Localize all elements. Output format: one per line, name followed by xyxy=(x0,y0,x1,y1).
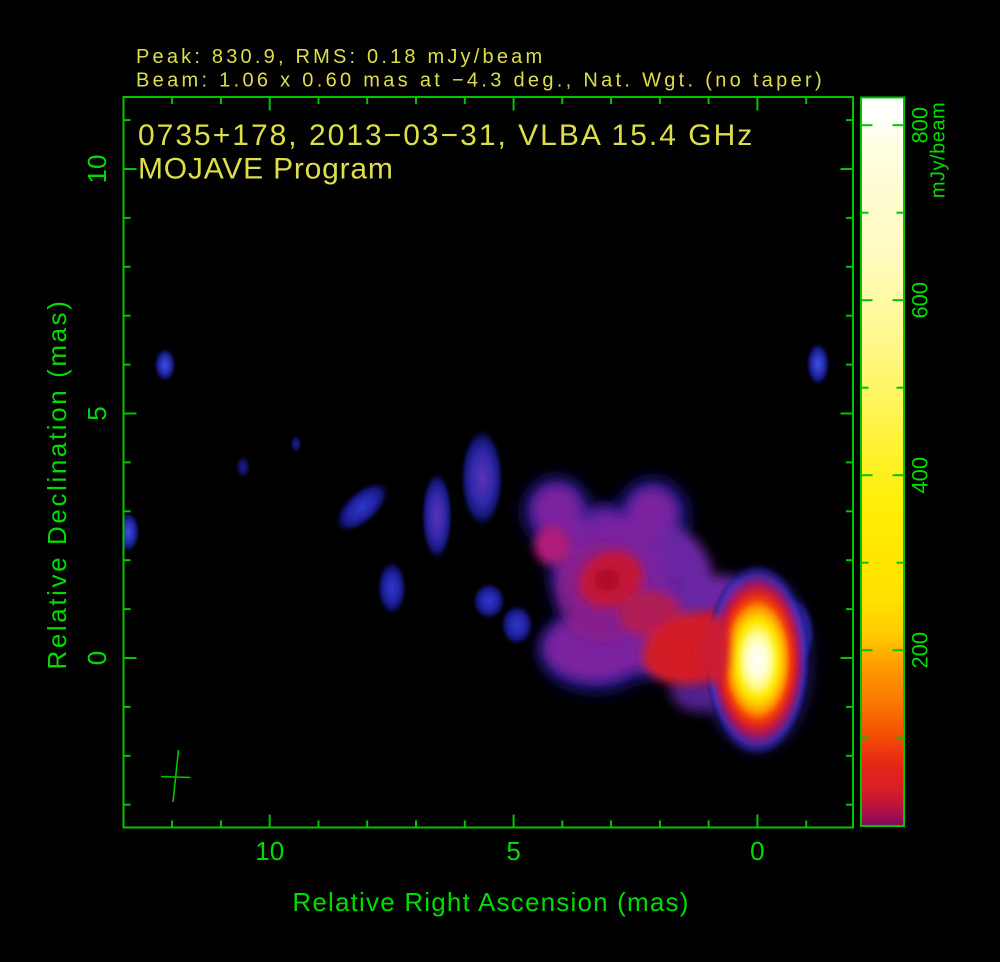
svg-text:10: 10 xyxy=(255,836,284,866)
svg-text:Peak: 830.9, RMS: 0.18 mJy/bea: Peak: 830.9, RMS: 0.18 mJy/beam xyxy=(136,46,545,68)
svg-text:Relative Right Ascension (mas): Relative Right Ascension (mas) xyxy=(292,887,689,917)
svg-text:Relative Declination (mas): Relative Declination (mas) xyxy=(42,298,72,669)
svg-text:5: 5 xyxy=(506,836,520,866)
svg-text:10: 10 xyxy=(82,155,112,184)
svg-text:5: 5 xyxy=(82,406,112,420)
svg-text:0: 0 xyxy=(82,651,112,665)
svg-text:800: 800 xyxy=(908,107,933,144)
svg-text:mJy/beam: mJy/beam xyxy=(928,102,950,198)
svg-text:Beam: 1.06 x 0.60 mas at −4.3: Beam: 1.06 x 0.60 mas at −4.3 deg., Nat.… xyxy=(136,70,825,92)
svg-text:0735+178, 2013−03−31, VLBA 15.: 0735+178, 2013−03−31, VLBA 15.4 GHz xyxy=(138,119,754,152)
svg-text:600: 600 xyxy=(908,282,933,319)
svg-text:200: 200 xyxy=(908,632,933,669)
svg-text:MOJAVE Program: MOJAVE Program xyxy=(138,153,394,186)
svg-text:0: 0 xyxy=(750,836,764,866)
svg-text:400: 400 xyxy=(908,457,933,494)
